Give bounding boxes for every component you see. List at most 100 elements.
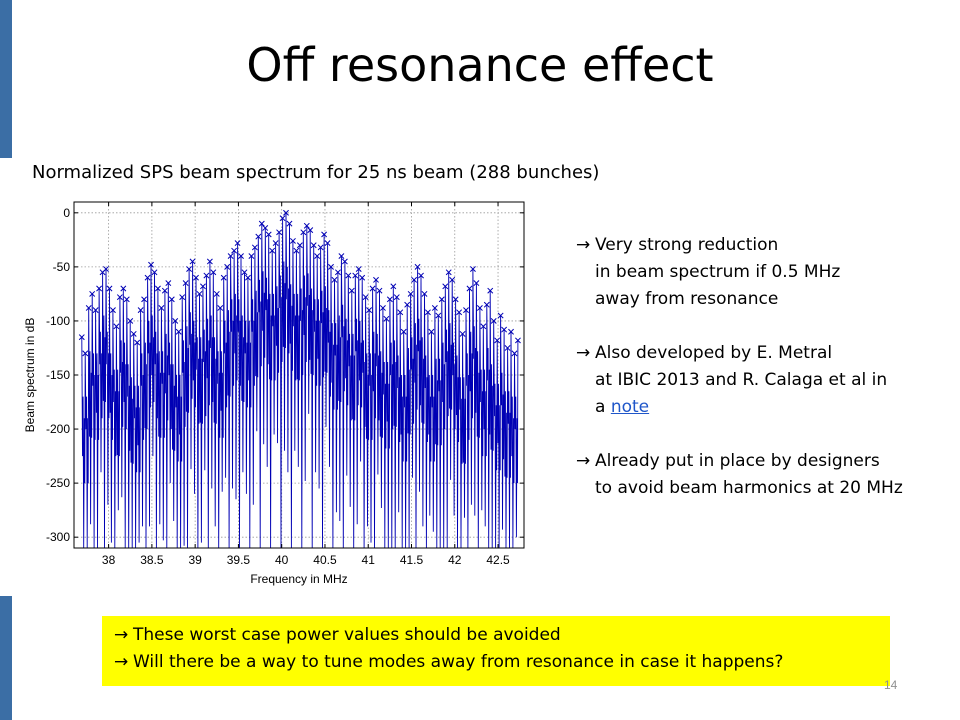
harmonic-point-marker — [508, 328, 514, 335]
harmonic-point-marker — [92, 307, 99, 314]
harmonic-point-marker — [383, 315, 390, 322]
harmonic-point-marker — [376, 287, 383, 294]
harmonic-point-marker — [262, 224, 269, 231]
harmonic-point-marker — [355, 266, 362, 272]
harmonic-point-marker — [182, 280, 189, 287]
harmonic-point-marker — [452, 296, 459, 303]
harmonic-point-marker — [251, 244, 258, 251]
y-axis-label: Beam spectrum in dB — [23, 318, 37, 433]
harmonic-point-marker — [314, 253, 321, 260]
x-tick-label: 38.5 — [140, 553, 164, 567]
harmonic-point-marker — [276, 229, 283, 236]
harmonic-point-marker — [321, 231, 328, 238]
x-tick-label: 41.5 — [400, 553, 424, 567]
harmonic-point-marker — [438, 296, 445, 303]
callout-text: Will there be a way to tune modes away f… — [133, 652, 784, 672]
harmonic-point-marker — [120, 285, 127, 292]
harmonic-point-marker — [241, 269, 248, 276]
harmonic-point-marker — [231, 247, 238, 254]
x-tick-label: 39 — [188, 553, 202, 567]
harmonic-point-marker — [203, 272, 210, 279]
harmonic-point-marker — [196, 290, 203, 297]
harmonic-point-marker — [286, 220, 293, 227]
harmonic-point-marker — [338, 253, 345, 260]
harmonic-point-marker — [179, 294, 186, 301]
harmonic-point-marker — [296, 242, 303, 249]
harmonic-point-marker — [165, 280, 172, 287]
page-number: 14 — [884, 678, 898, 692]
arrow-icon: → — [576, 235, 591, 255]
harmonic-point-marker — [442, 283, 449, 290]
harmonic-point-marker — [456, 309, 463, 316]
harmonic-point-marker — [352, 272, 359, 279]
harmonic-point-marker — [106, 285, 113, 292]
harmonic-point-marker — [172, 317, 179, 324]
bullet-item: → Also developed by E. Metral at IBIC 201… — [576, 340, 956, 421]
harmonic-point-marker — [217, 305, 224, 311]
harmonic-point-marker — [199, 283, 206, 290]
callout-line: → These worst case power values should be… — [114, 622, 890, 649]
harmonic-point-marker — [469, 266, 476, 272]
harmonic-point-marker — [303, 222, 310, 229]
harmonic-point-marker — [463, 307, 469, 314]
harmonic-point-marker — [393, 294, 400, 301]
bullet-text: Very strong reduction — [595, 235, 779, 255]
y-tick-label: -250 — [46, 476, 70, 490]
harmonic-point-marker — [418, 272, 424, 279]
bullet-line: at IBIC 2013 and R. Calaga et al in — [595, 370, 888, 390]
bullet-text: Also developed by E. Metral — [595, 343, 833, 363]
note-link[interactable]: note — [610, 397, 650, 417]
x-tick-label: 41 — [362, 553, 376, 567]
harmonic-point-marker — [331, 276, 338, 283]
harmonic-point-marker — [435, 312, 442, 319]
harmonic-point-marker — [189, 258, 196, 265]
bullet-list: → Very strong reduction in beam spectrum … — [576, 232, 956, 529]
y-tick-label: -150 — [46, 368, 70, 382]
harmonic-point-marker — [307, 227, 314, 234]
harmonic-point-marker — [328, 263, 334, 270]
harmonic-point-marker — [248, 253, 255, 260]
harmonic-point-marker — [224, 263, 231, 270]
harmonic-point-marker — [487, 287, 494, 294]
callout-text: These worst case power values should be … — [133, 625, 561, 645]
harmonic-point-marker — [265, 231, 272, 238]
harmonic-point-marker — [473, 280, 480, 287]
bullet-line: away from resonance — [595, 289, 779, 309]
harmonic-point-marker — [234, 240, 241, 247]
harmonic-point-marker — [390, 283, 397, 290]
bullet-line: → Very strong reduction — [576, 232, 956, 259]
harmonic-point-marker — [348, 287, 355, 294]
harmonic-point-marker — [317, 244, 324, 251]
harmonic-point-marker — [154, 285, 161, 292]
bullet-text: a — [595, 397, 611, 417]
harmonic-point-marker — [238, 253, 244, 260]
harmonic-point-marker — [206, 258, 213, 265]
harmonic-point-marker — [255, 233, 262, 240]
harmonic-point-marker — [175, 328, 182, 335]
harmonic-point-marker — [137, 307, 144, 314]
harmonic-point-marker — [490, 317, 497, 324]
harmonic-point-marker — [158, 305, 165, 311]
bullet-item: → Already put in place by designers to av… — [576, 448, 956, 502]
y-tick-label: -300 — [46, 530, 70, 544]
harmonic-point-marker — [227, 253, 234, 260]
harmonic-point-marker — [148, 261, 154, 268]
harmonic-point-marker — [300, 229, 307, 236]
y-axis-ticks: 0 -50 -100 -150 -200 -250 -300 — [46, 206, 524, 544]
x-tick-label: 38 — [102, 553, 116, 567]
arrow-icon: → — [576, 343, 591, 363]
harmonic-point-marker — [341, 258, 348, 265]
y-tick-label: 0 — [63, 206, 70, 220]
harmonic-point-marker — [141, 296, 148, 303]
callout-line: → Will there be a way to tune modes away … — [114, 649, 890, 676]
harmonic-point-marker — [96, 285, 103, 292]
harmonic-point-marker — [272, 240, 279, 247]
harmonic-point-marker — [428, 328, 435, 335]
chart-caption: Normalized SPS beam spectrum for 25 ns b… — [32, 162, 600, 183]
harmonic-point-marker — [151, 269, 158, 276]
harmonic-point-marker — [445, 269, 452, 276]
harmonic-point-marker — [186, 266, 193, 272]
harmonic-point-marker — [161, 287, 168, 294]
harmonic-point-marker — [293, 247, 300, 254]
harmonic-point-marker — [421, 290, 428, 297]
